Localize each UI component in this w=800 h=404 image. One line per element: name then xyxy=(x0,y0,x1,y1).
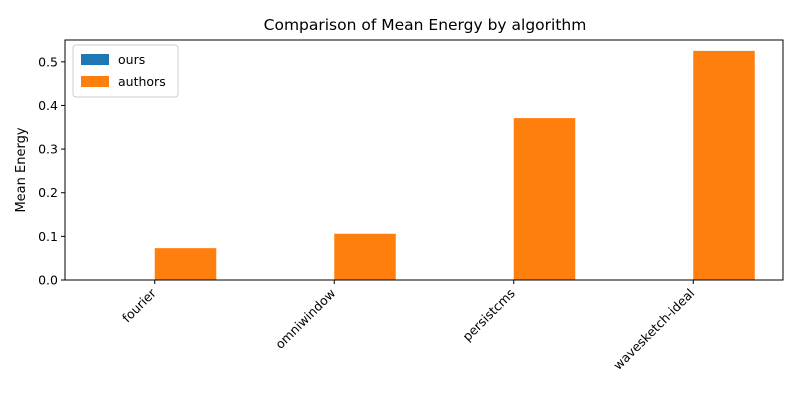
bar-authors-wavesketch-ideal xyxy=(693,50,755,281)
bar-authors-omniwindow xyxy=(334,233,396,280)
y-tick-label: 0.4 xyxy=(38,98,58,113)
bar-authors-persistcms xyxy=(513,118,576,280)
legend-label-ours: ours xyxy=(118,52,145,67)
chart-title: Comparison of Mean Energy by algorithm xyxy=(264,16,587,34)
legend-swatch-authors xyxy=(81,76,109,87)
legend-label-authors: authors xyxy=(118,74,166,89)
y-axis-title: Mean Energy xyxy=(14,127,29,212)
x-tick-label: fourier xyxy=(119,285,159,325)
plot-frame xyxy=(64,39,784,281)
x-tick-label: persistcms xyxy=(459,286,518,345)
y-tick-label: 0.2 xyxy=(38,185,58,200)
y-tick-label: 0.0 xyxy=(38,273,58,288)
y-tick-label: 0.3 xyxy=(38,142,58,157)
y-tick-label: 0.1 xyxy=(38,229,58,244)
x-tick-label: omniwindow xyxy=(272,286,338,352)
legend-swatch-ours xyxy=(81,54,109,65)
x-tick-label: wavesketch-ideal xyxy=(610,286,697,373)
legend: ours authors xyxy=(72,44,179,98)
y-tick-label: 0.5 xyxy=(38,54,58,69)
bar-authors-fourier xyxy=(154,248,217,280)
